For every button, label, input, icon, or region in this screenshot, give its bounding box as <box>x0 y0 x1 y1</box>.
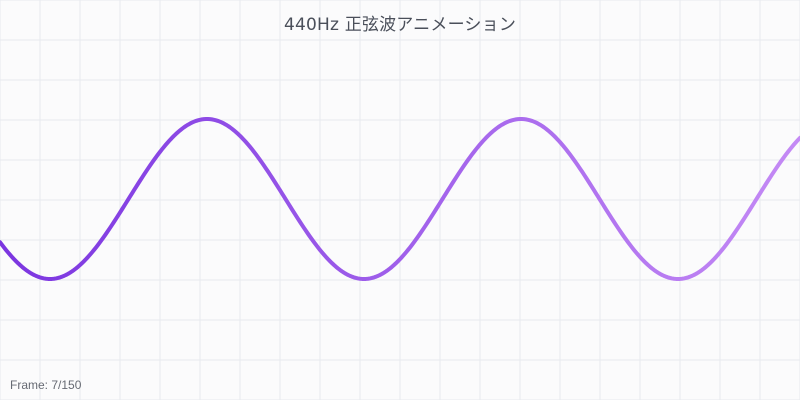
frame-counter: Frame: 7/150 <box>10 378 82 392</box>
page-title: 440Hz 正弦波アニメーション <box>283 15 517 35</box>
sine-wave <box>0 117 800 281</box>
